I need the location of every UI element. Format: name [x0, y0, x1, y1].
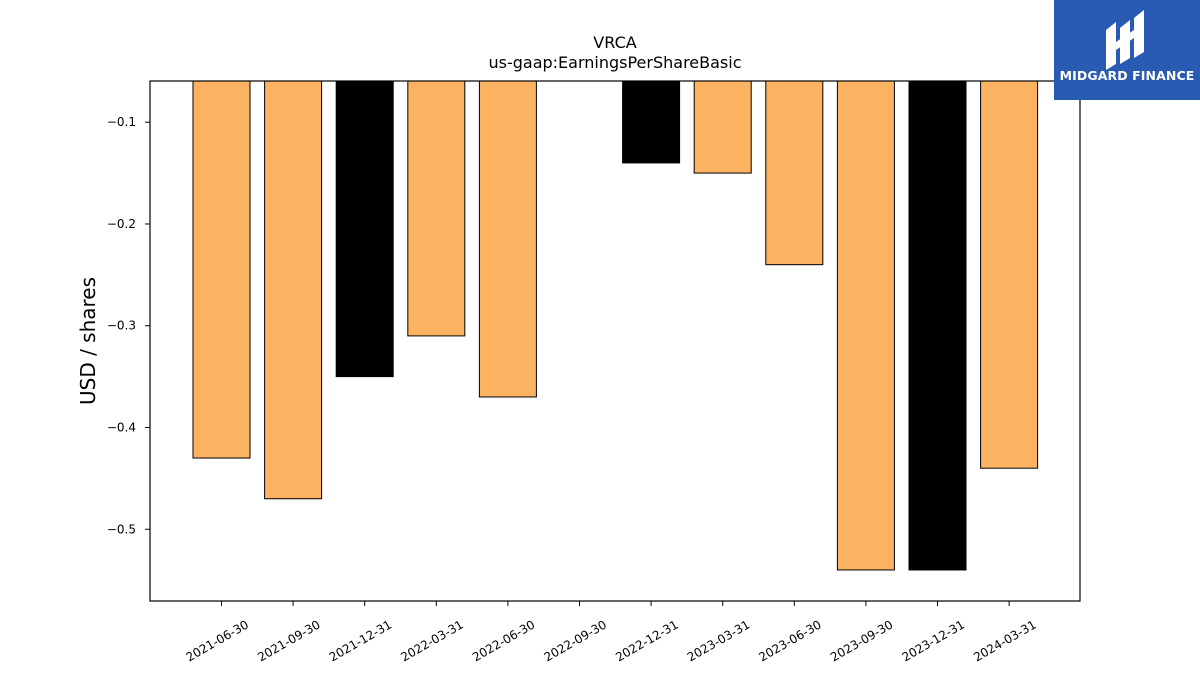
bar-2023-12-31: [908, 80, 967, 571]
bar-2023-09-30: [836, 80, 895, 571]
bar-2022-03-31: [407, 80, 466, 337]
brand-logo: MIDGARD FINANCE: [1054, 0, 1200, 100]
bar-2022-06-30: [478, 80, 537, 398]
x-tick-label: 2022-06-30: [470, 617, 537, 664]
x-tick-label: 2023-03-31: [685, 617, 752, 664]
x-tick-label: 2023-06-30: [756, 617, 823, 664]
x-tick-label: 2023-09-30: [828, 617, 895, 664]
y-tick-label: −0.5: [107, 522, 136, 536]
bar-2023-06-30: [765, 80, 824, 266]
x-tick-label: 2021-09-30: [255, 617, 322, 664]
bars-group: [192, 80, 1039, 571]
bar-2021-09-30: [264, 80, 323, 500]
bar-2024-03-31: [980, 80, 1039, 469]
y-tick-label: −0.4: [107, 420, 136, 434]
bar-2021-06-30: [192, 80, 251, 459]
bar-2022-12-31: [622, 80, 681, 164]
x-tick-label: 2024-03-31: [971, 617, 1038, 664]
x-tick-label: 2021-12-31: [327, 617, 394, 664]
y-tick-label: −0.1: [107, 115, 136, 129]
midgard-logo-icon: [1106, 10, 1144, 70]
chart-subtitle: us-gaap:EarningsPerShareBasic: [488, 53, 741, 72]
bar-2023-03-31: [693, 80, 752, 174]
bar-2021-12-31: [335, 80, 394, 378]
x-tick-label: 2023-12-31: [900, 617, 967, 664]
y-tick-label: −0.3: [107, 319, 136, 333]
y-tick-label: −0.2: [107, 217, 136, 231]
plot-frame: [149, 80, 1081, 602]
x-tick-label: 2022-09-30: [542, 617, 609, 664]
y-axis-label: USD / shares: [76, 277, 100, 405]
x-tick-label: 2021-06-30: [184, 617, 251, 664]
x-tick-label: 2022-12-31: [613, 617, 680, 664]
brand-name: MIDGARD FINANCE: [1059, 68, 1195, 83]
chart-title: VRCA: [593, 33, 636, 52]
x-tick-label: 2022-03-31: [398, 617, 465, 664]
